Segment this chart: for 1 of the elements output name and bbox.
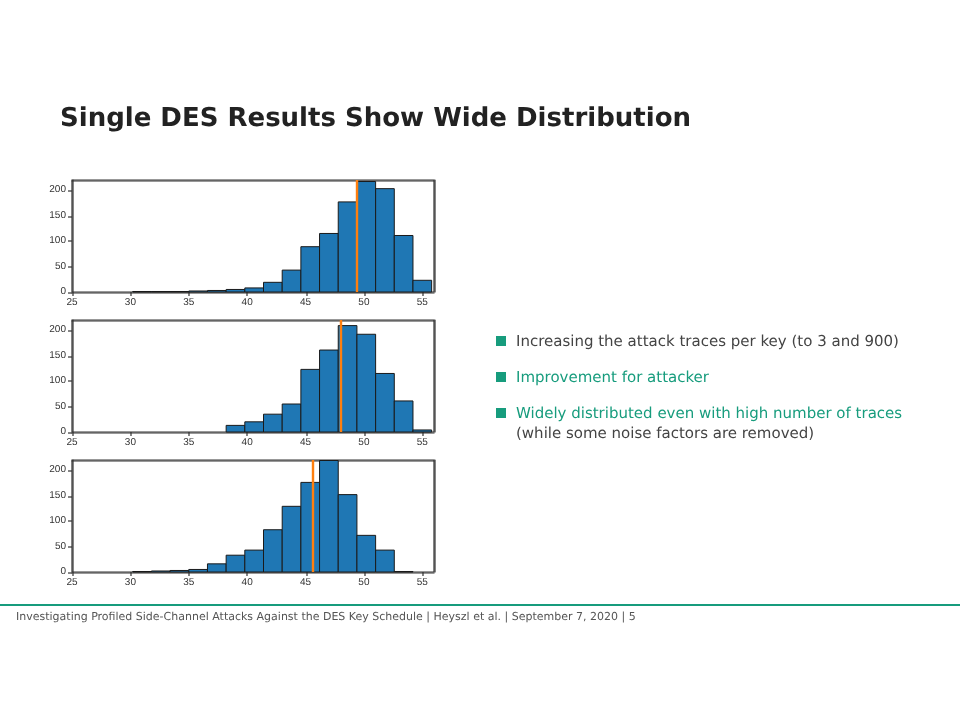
text: Single DES Results Show Wide Distribution [60, 104, 692, 134]
